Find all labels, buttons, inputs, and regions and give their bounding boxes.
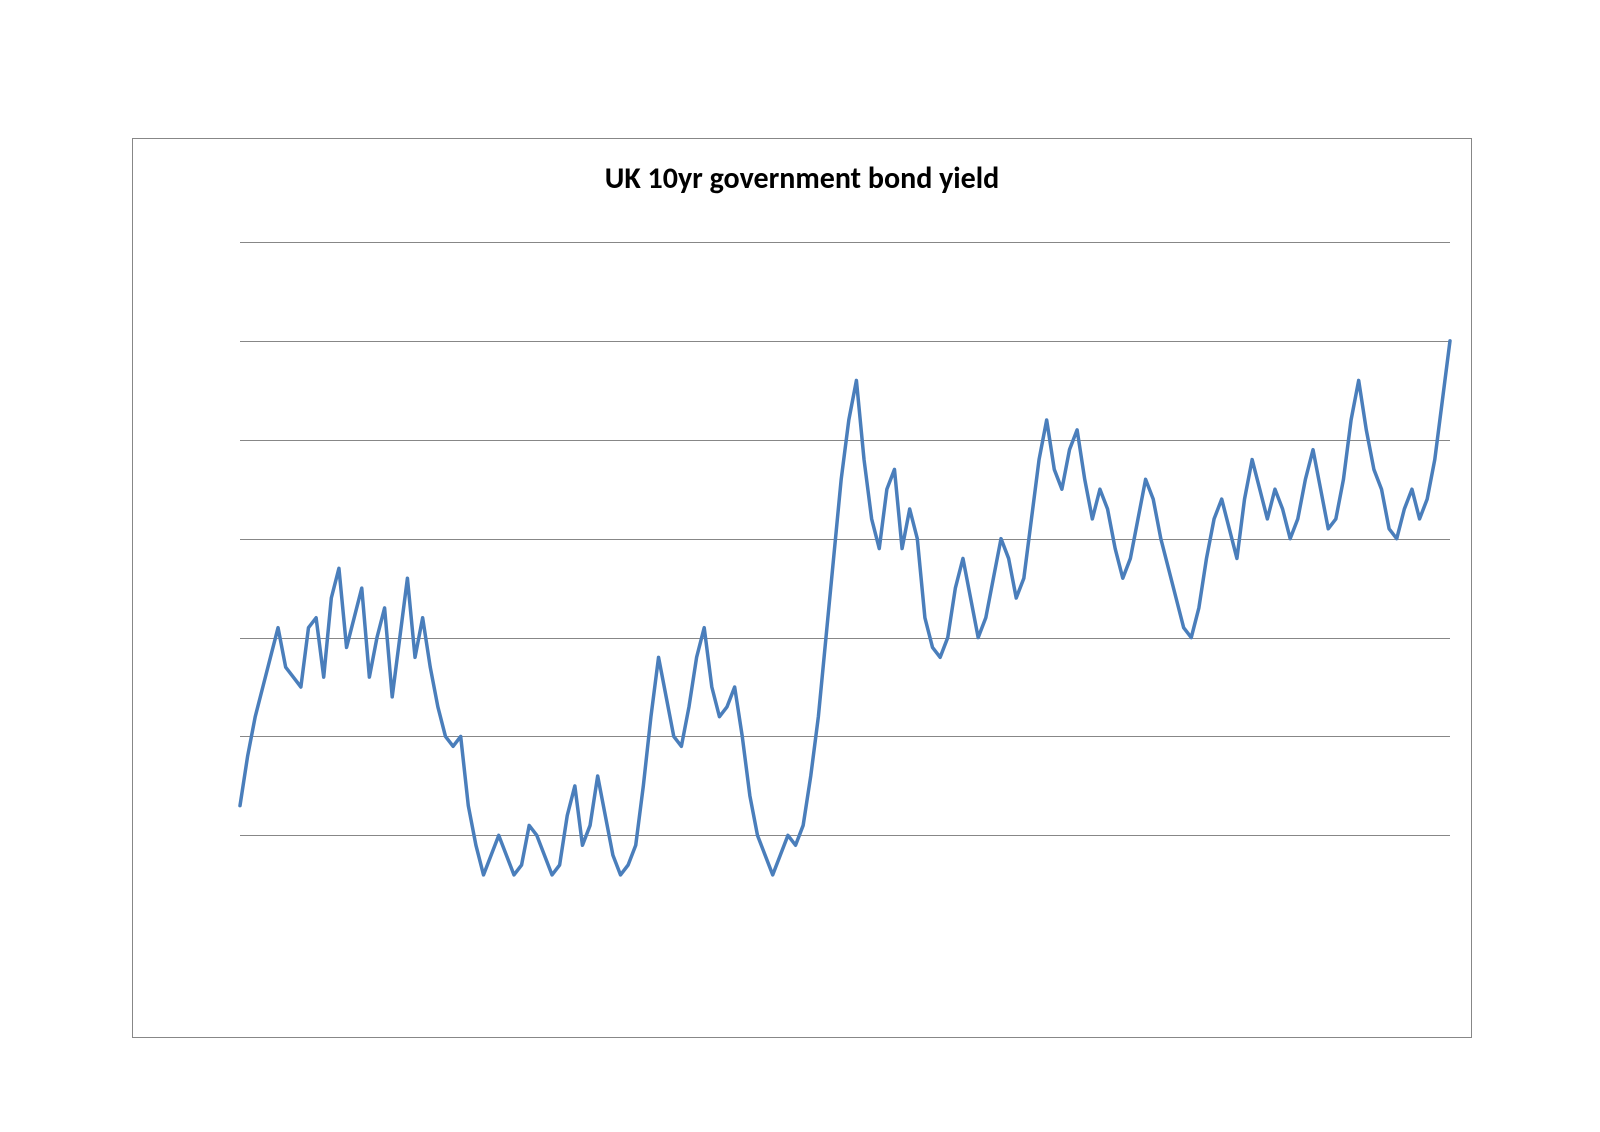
plot-area: [240, 242, 1450, 1132]
line-series: [240, 242, 1450, 1132]
chart-title: UK 10yr government bond yield: [132, 160, 1472, 197]
series-line: [240, 341, 1450, 875]
